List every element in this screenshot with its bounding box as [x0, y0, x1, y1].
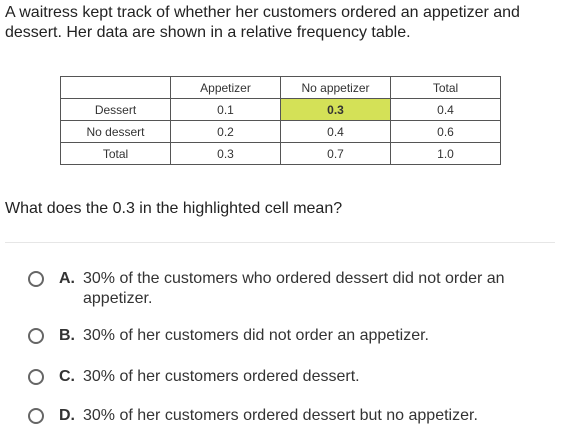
choice-b[interactable]: B. 30% of her customers did not order an…	[28, 326, 528, 346]
question-text: What does the 0.3 in the highlighted cel…	[5, 200, 343, 217]
choice-letter: A.	[59, 270, 75, 287]
relative-frequency-table: Appetizer No appetizer Total Dessert 0.1…	[60, 76, 501, 165]
table-header-cell	[60, 76, 171, 99]
table-header-cell: Appetizer	[170, 76, 281, 99]
choice-d[interactable]: D. 30% of her customers ordered dessert …	[28, 406, 528, 426]
table-header-cell: Total	[390, 76, 501, 99]
table-header-cell: No appetizer	[280, 76, 391, 99]
choice-letter: B.	[59, 327, 75, 344]
table-cell: 0.7	[280, 142, 391, 165]
radio-button[interactable]	[28, 408, 44, 424]
table-cell: 0.6	[390, 120, 501, 143]
table-cell: 1.0	[390, 142, 501, 165]
choice-a[interactable]: A. 30% of the customers who ordered dess…	[28, 269, 528, 309]
table-cell: 0.4	[390, 98, 501, 121]
table-row: Dessert 0.1 0.3 0.4	[60, 98, 501, 121]
table-cell: 0.2	[170, 120, 281, 143]
choice-letter: D.	[59, 407, 75, 424]
choice-text: 30% of the customers who ordered dessert…	[83, 270, 505, 307]
table-cell: 0.4	[280, 120, 391, 143]
choice-letter: C.	[59, 368, 75, 385]
table-cell: 0.1	[170, 98, 281, 121]
radio-button[interactable]	[28, 328, 44, 344]
table-header-row: Appetizer No appetizer Total	[60, 76, 501, 99]
choice-text: 30% of her customers did not order an ap…	[83, 327, 429, 344]
choice-c[interactable]: C. 30% of her customers ordered dessert.	[28, 367, 528, 387]
row-label-cell: No dessert	[60, 120, 171, 143]
radio-button[interactable]	[28, 271, 44, 287]
table-cell: 0.3	[170, 142, 281, 165]
table-row: No dessert 0.2 0.4 0.6	[60, 120, 501, 143]
highlighted-cell: 0.3	[280, 98, 391, 121]
divider	[5, 242, 555, 243]
row-label-cell: Total	[60, 142, 171, 165]
choice-text: 30% of her customers ordered dessert but…	[83, 407, 478, 424]
table-row: Total 0.3 0.7 1.0	[60, 142, 501, 165]
choice-text: 30% of her customers ordered dessert.	[83, 368, 360, 385]
question-prompt: A waitress kept track of whether her cus…	[5, 4, 520, 41]
radio-button[interactable]	[28, 369, 44, 385]
row-label-cell: Dessert	[60, 98, 171, 121]
